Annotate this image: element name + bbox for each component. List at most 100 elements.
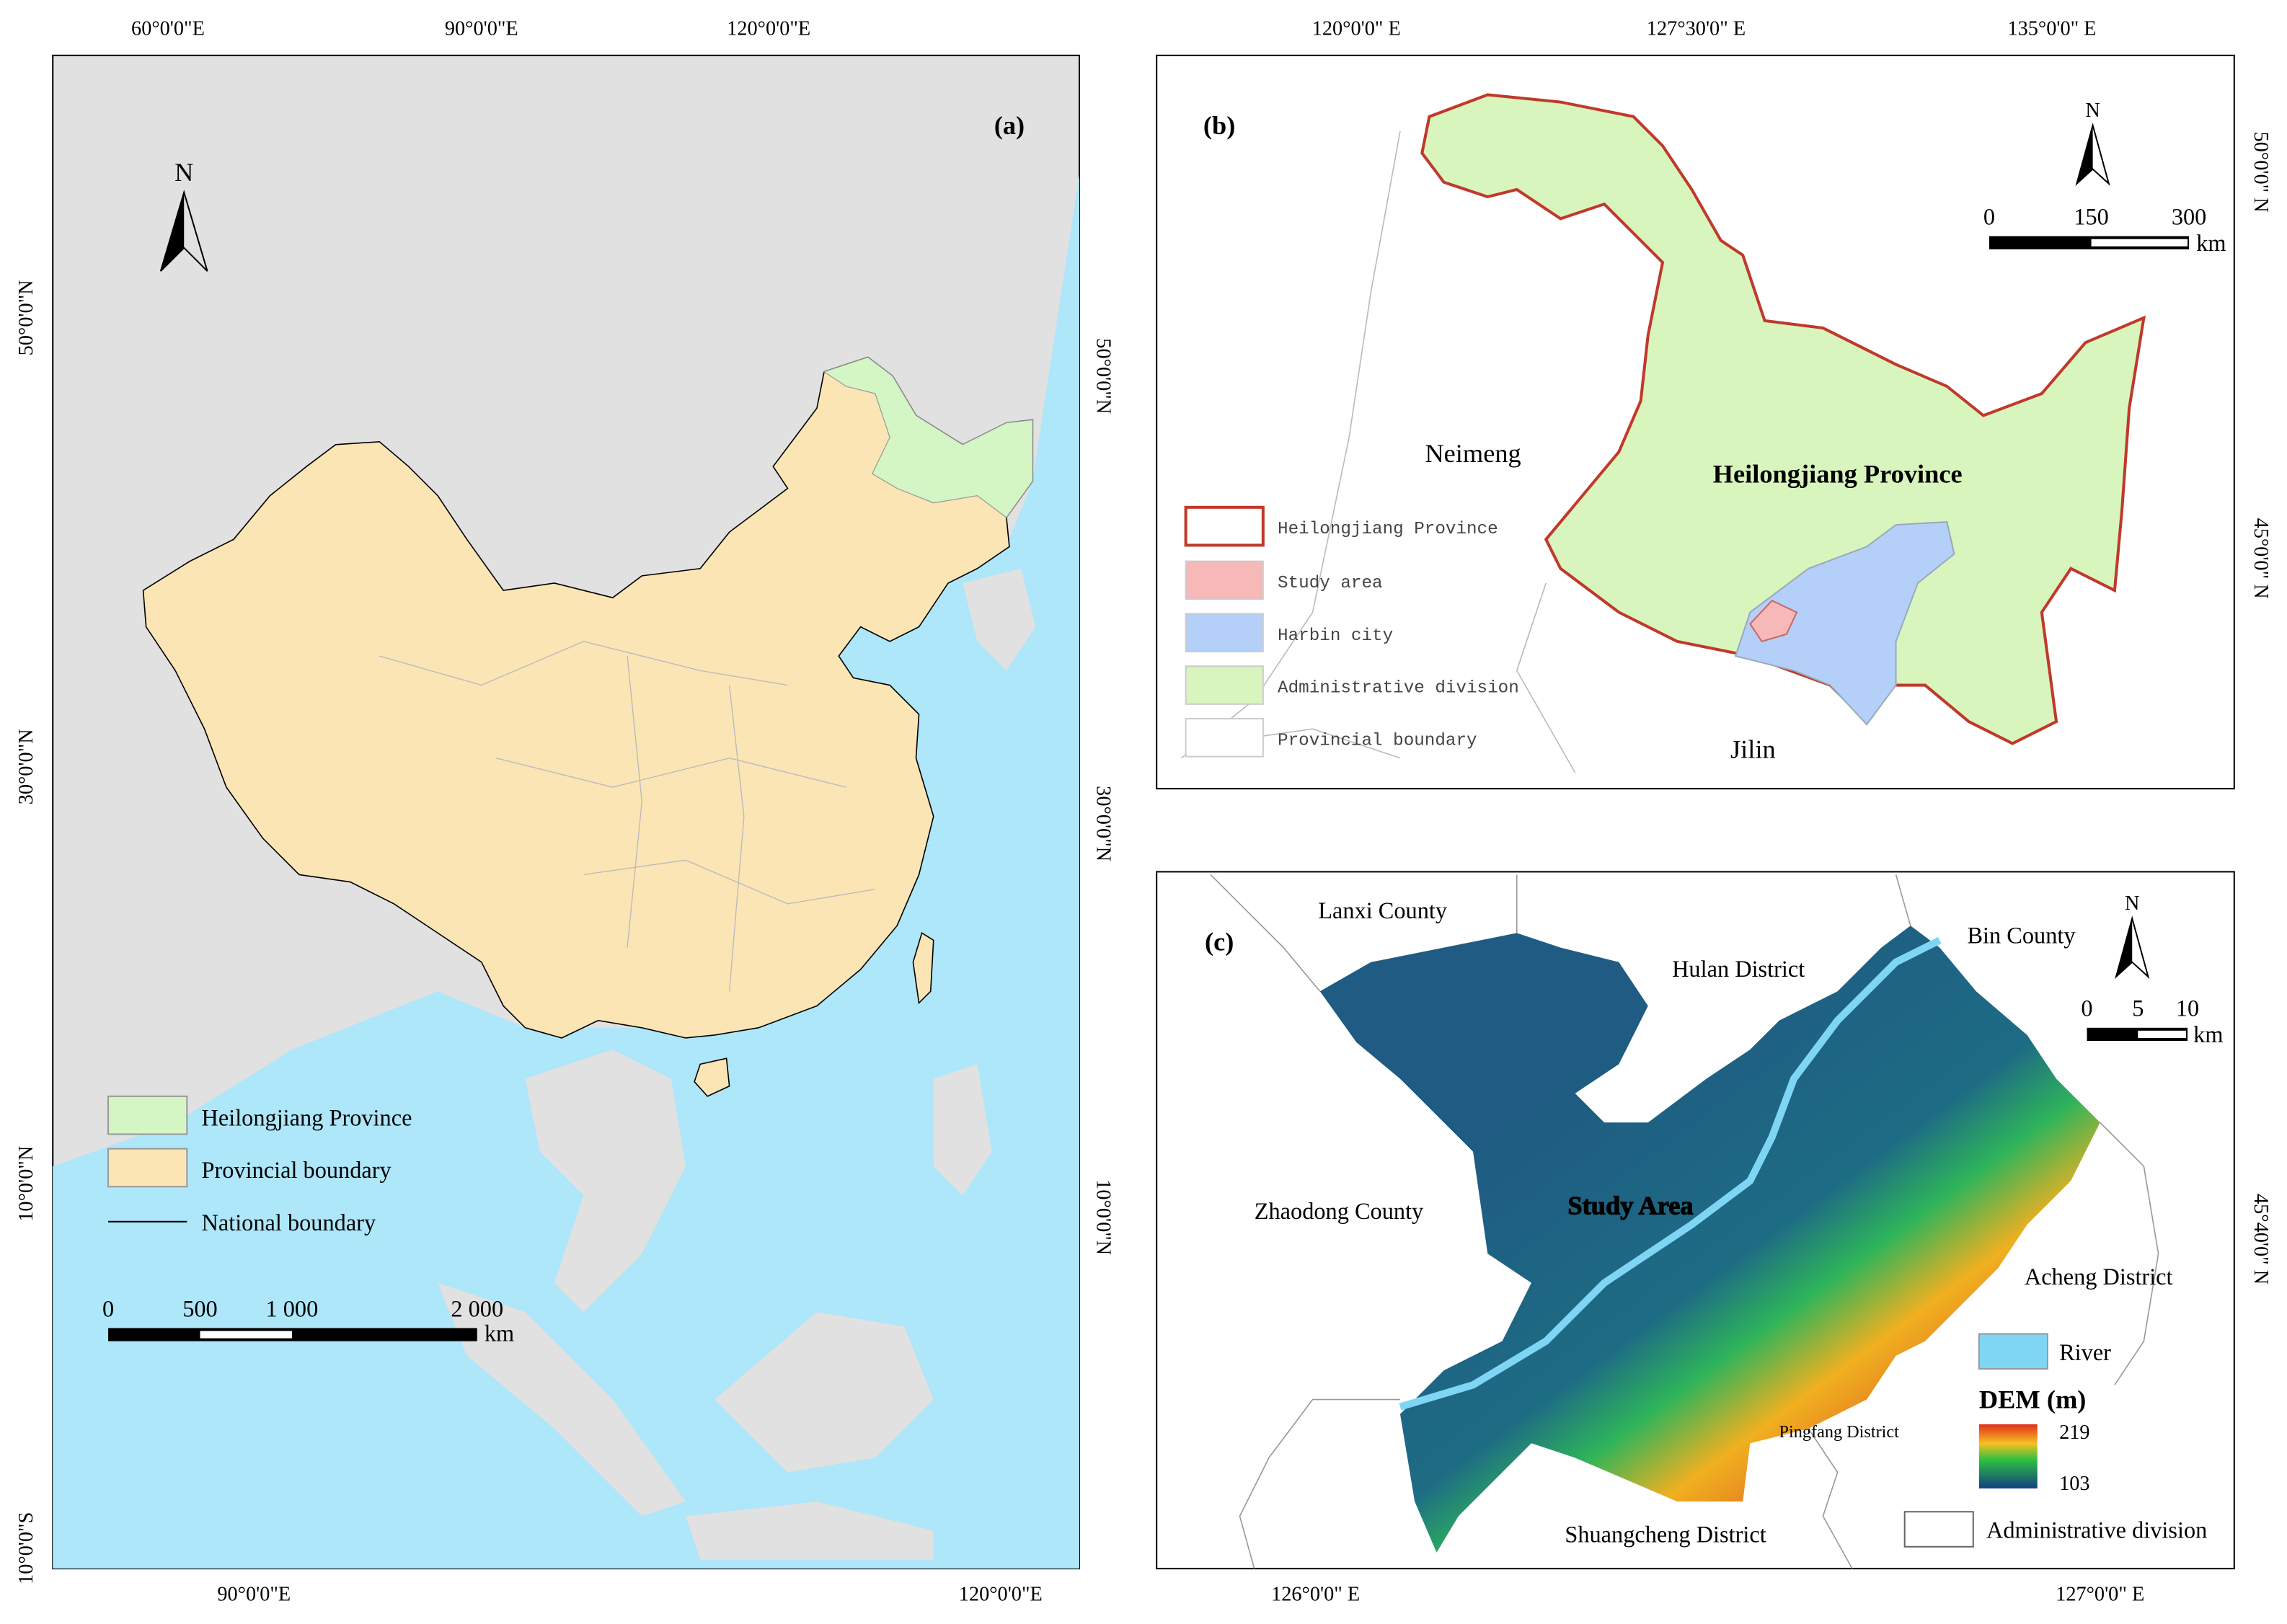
right-tick-label: 10°0'0"N <box>1092 1179 1114 1255</box>
land <box>525 1050 686 1313</box>
legend-title: DEM (m) <box>1979 1385 2087 1414</box>
scale-label: 0 <box>1983 203 1995 229</box>
top-tick-label: 60°0'0"E <box>131 18 205 40</box>
scale-unit: km <box>2193 1021 2223 1047</box>
boundary <box>1181 130 1401 759</box>
left-tick-label: 50°0'0"N <box>15 280 37 355</box>
place-label: Shuangcheng District <box>1565 1522 1766 1548</box>
legend-label: Provincial boundary <box>202 1157 392 1183</box>
panel-label: (b) <box>1203 111 1235 140</box>
legend-swatch <box>1185 718 1264 758</box>
scale-label: 0 <box>102 1295 114 1321</box>
legend-label: 103 <box>2059 1473 2089 1495</box>
taiwan <box>912 932 934 1005</box>
legend-label: Heilongjiang Province <box>202 1104 412 1130</box>
panel-a: (a) N 60°0'0"E 90°0'0"E 120°0'0"E 90°0'0… <box>15 18 1114 1606</box>
legend-swatch <box>1184 505 1265 547</box>
bottom-tick-label: 90°0'0"E <box>217 1584 291 1606</box>
top-tick-label: 127°30'0" E <box>1647 18 1746 40</box>
scale-label: 500 <box>182 1295 218 1321</box>
bottom-tick-label: 120°0'0"E <box>959 1584 1043 1606</box>
right-tick-label: 30°0'0"N <box>1092 786 1114 861</box>
panel-c: (c) N 0 5 10 km 126°0'0" E 127°0'0" E 45… <box>1156 871 2272 1606</box>
scale-bar <box>2091 239 2188 247</box>
legend-swatch <box>107 1148 188 1188</box>
place-label: Study Area <box>1567 1192 1693 1220</box>
top-tick-label: 120°0'0" E <box>1312 18 1401 40</box>
legend-swatch <box>1185 665 1264 705</box>
scale-label: 0 <box>2081 995 2092 1021</box>
legend-swatch <box>1903 1511 1974 1548</box>
top-tick-label: 135°0'0" E <box>2007 18 2096 40</box>
heilongjiang <box>823 356 1033 518</box>
boundary <box>1210 874 1321 992</box>
china <box>142 356 1034 1039</box>
land <box>715 1312 934 1473</box>
boundary <box>1239 1398 1400 1569</box>
hainan <box>694 1057 730 1097</box>
scale-label: 1 000 <box>266 1295 319 1321</box>
land <box>685 1501 934 1561</box>
legend-label: 219 <box>2059 1421 2089 1444</box>
river <box>1399 936 1942 1411</box>
scale-unit: km <box>2196 230 2226 256</box>
place-label: Jilin <box>1730 735 1776 764</box>
study-area <box>1749 600 1798 643</box>
north-arrow <box>160 192 185 272</box>
sea <box>53 174 1080 1569</box>
boundary <box>1808 1428 1853 1569</box>
boundary <box>379 641 788 686</box>
boundary <box>627 656 642 948</box>
left-tick-label: 10°0'0"S <box>15 1512 37 1584</box>
left-tick-label: 10°0'0"N <box>15 1146 37 1222</box>
north-label: N <box>174 158 193 187</box>
place-label: Neimeng <box>1425 439 1521 468</box>
scale-label: 10 <box>2176 995 2199 1021</box>
legend-label: Administrative division <box>1278 679 1519 698</box>
legend-label: Provincial boundary <box>1278 731 1477 750</box>
right-tick-label: 50°0'0" N <box>2250 132 2272 213</box>
admin-lines <box>1210 874 2159 1569</box>
scale-bar <box>108 1328 477 1341</box>
place-label: Heilongjiang Province <box>1713 459 1963 488</box>
land <box>933 1064 992 1196</box>
land <box>438 1282 686 1517</box>
place-label: Pingfang District <box>1779 1422 1900 1442</box>
north-label: N <box>2125 892 2139 915</box>
right-tick-label: 50°0'0"N <box>1092 338 1114 414</box>
legend-label: River <box>2059 1339 2111 1365</box>
boundary <box>583 859 875 905</box>
place-label: Zhaodong County <box>1255 1198 1424 1224</box>
dem-colorbar <box>1978 1424 2038 1488</box>
bottom-tick-label: 126°0'0" E <box>1271 1584 1360 1606</box>
right-tick-label: 45°40'0" N <box>2250 1194 2272 1284</box>
legend-label: Harbin city <box>1278 626 1393 646</box>
legend-swatch <box>1978 1333 2048 1370</box>
legend-swatch <box>1185 560 1264 600</box>
scale-label: 300 <box>2172 203 2207 229</box>
heilongjiang <box>1420 93 2146 745</box>
top-tick-label: 120°0'0"E <box>727 18 810 40</box>
scale-unit: km <box>485 1321 514 1346</box>
legend-swatch <box>107 1095 188 1135</box>
harbin <box>1734 520 1955 726</box>
north-label: N <box>2085 99 2100 122</box>
top-tick-label: 90°0'0"E <box>445 18 518 40</box>
place-label: Lanxi County <box>1318 897 1448 923</box>
bottom-tick-label: 127°0'0" E <box>2056 1584 2144 1606</box>
right-tick-label: 45°0'0" N <box>2250 518 2272 599</box>
boundary <box>1516 582 1576 773</box>
left-tick-label: 30°0'0"N <box>15 729 37 804</box>
boundary <box>728 685 745 992</box>
panel-label: (c) <box>1205 928 1234 957</box>
legend-swatch <box>1185 613 1264 653</box>
place-label: Bin County <box>1967 923 2076 949</box>
land <box>963 568 1036 671</box>
province-lines <box>379 641 875 992</box>
legend-label: Heilongjiang Province <box>1278 520 1498 539</box>
panel-label: (a) <box>994 111 1025 140</box>
study-area-dem <box>1319 926 2100 1553</box>
legend-label: Administrative division <box>1986 1517 2207 1543</box>
boundary <box>2100 1122 2159 1385</box>
